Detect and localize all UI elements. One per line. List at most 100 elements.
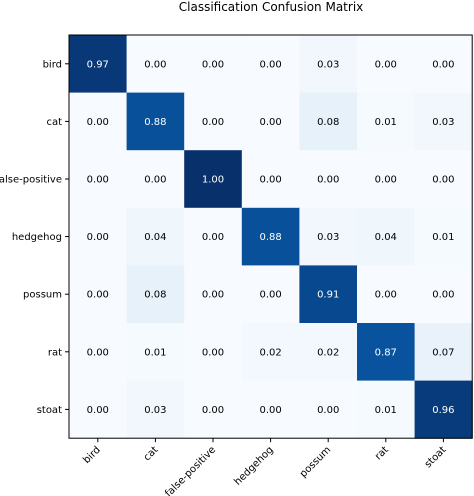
heatmap-cell <box>184 265 243 324</box>
cell-value-label: 0.88 <box>144 117 166 128</box>
heatmap-cell <box>184 380 243 439</box>
heatmap-cell <box>241 207 300 266</box>
heatmap-cell <box>69 35 128 94</box>
y-tick-label: stoat <box>37 405 62 416</box>
cell-value-label: 0.02 <box>259 347 281 358</box>
x-axis-ticks: bird cat false-positive hedgehog possum rat st… <box>81 438 449 496</box>
heatmap-cell <box>126 323 185 382</box>
heatmap-cell <box>69 323 128 382</box>
heatmap-cell <box>184 207 243 266</box>
heatmap-cell <box>184 150 243 209</box>
cell-value-label: 0.00 <box>87 117 109 128</box>
heatmap-cell <box>184 35 243 94</box>
heatmap-cell <box>69 207 128 266</box>
cell-value-label: 0.01 <box>432 232 454 243</box>
heatmap-cell <box>241 150 300 209</box>
heatmap-cell <box>126 265 185 324</box>
heatmap-cell <box>241 35 300 94</box>
y-tick-label: hedgehog <box>12 232 62 243</box>
cell-value-label: 0.00 <box>432 59 454 70</box>
heatmap-cell <box>414 380 473 439</box>
cell-value-label: 0.08 <box>144 290 166 301</box>
heatmap-cell <box>69 150 128 209</box>
y-tick-label: false-positive <box>0 175 62 186</box>
heatmap-cell <box>414 35 473 94</box>
x-tick-label: false-positive <box>163 445 218 496</box>
heatmap-cell <box>357 150 416 209</box>
heatmap-cell <box>299 35 358 94</box>
y-axis-ticks: bird cat false-positive hedgehog possum rat st… <box>0 59 69 416</box>
cell-value-label: 0.00 <box>202 290 224 301</box>
cell-value-label: 0.03 <box>144 405 166 416</box>
cell-value-label: 0.00 <box>144 59 166 70</box>
cell-value-label: 0.01 <box>144 347 166 358</box>
cell-value-label: 0.00 <box>259 175 281 186</box>
cell-value-label: 0.01 <box>375 117 397 128</box>
x-tick-label: possum <box>298 445 333 480</box>
cell-value-label: 0.00 <box>375 290 397 301</box>
cell-value-label: 0.88 <box>259 232 281 243</box>
y-tick-label: cat <box>46 117 62 128</box>
cell-value-label: 0.00 <box>317 405 339 416</box>
heatmap-cell <box>241 380 300 439</box>
heatmap-cell <box>357 35 416 94</box>
heatmap-cell <box>414 207 473 266</box>
cell-value-label: 0.01 <box>375 405 397 416</box>
heatmap-cell <box>357 380 416 439</box>
heatmap-cell <box>126 35 185 94</box>
cell-value-label: 0.00 <box>202 347 224 358</box>
cell-value-label: 0.97 <box>87 59 109 70</box>
heatmap-cell <box>69 92 128 151</box>
cell-value-label: 0.00 <box>202 117 224 128</box>
cell-value-label: 0.91 <box>317 290 339 301</box>
cell-value-label: 0.96 <box>432 405 454 416</box>
cell-value-label: 0.00 <box>87 232 109 243</box>
cell-value-label: 0.04 <box>375 232 397 243</box>
cell-value-label: 0.87 <box>375 347 397 358</box>
cell-value-label: 0.00 <box>259 405 281 416</box>
cell-value-label: 0.00 <box>375 175 397 186</box>
x-tick-label: stoat <box>423 444 449 470</box>
cell-value-label: 0.00 <box>317 175 339 186</box>
heatmap-cell <box>299 150 358 209</box>
cell-value-label: 0.07 <box>432 347 454 358</box>
heatmap-cell <box>69 380 128 439</box>
heatmap-cell <box>241 323 300 382</box>
y-tick-label: possum <box>23 290 62 301</box>
cell-value-label: 0.02 <box>317 347 339 358</box>
cell-value-label: 0.00 <box>87 347 109 358</box>
heatmap-cell <box>357 92 416 151</box>
cell-value-label: 0.00 <box>202 405 224 416</box>
cell-value-label: 0.03 <box>317 59 339 70</box>
heatmap-cell <box>126 92 185 151</box>
cell-value-label: 0.04 <box>144 232 166 243</box>
y-tick-label: rat <box>48 347 62 358</box>
x-tick-label: rat <box>373 444 391 462</box>
heatmap-cell <box>299 323 358 382</box>
cell-value-label: 0.00 <box>259 290 281 301</box>
cell-value-label: 0.03 <box>317 232 339 243</box>
cell-value-label: 0.00 <box>87 405 109 416</box>
heatmap-cell <box>69 265 128 324</box>
cell-value-label: 0.00 <box>432 290 454 301</box>
heatmap-cell <box>299 380 358 439</box>
heatmap-cell <box>357 207 416 266</box>
cell-value-label: 1.00 <box>202 175 224 186</box>
x-tick-label: bird <box>81 445 103 467</box>
x-tick-label: cat <box>142 444 161 463</box>
y-tick-label: bird <box>43 59 62 70</box>
cell-value-label: 0.03 <box>432 117 454 128</box>
cell-value-label: 0.00 <box>259 59 281 70</box>
x-tick-label: hedgehog <box>232 445 275 488</box>
heatmap-cell <box>299 265 358 324</box>
cell-value-label: 0.00 <box>432 175 454 186</box>
heatmap-cell <box>184 92 243 151</box>
cell-value-label: 0.00 <box>259 117 281 128</box>
heatmap-cell <box>241 265 300 324</box>
cell-value-label: 0.08 <box>317 117 339 128</box>
heatmap-cell <box>126 207 185 266</box>
heatmap-cell <box>241 92 300 151</box>
cell-value-label: 0.00 <box>202 59 224 70</box>
cell-value-label: 0.00 <box>87 290 109 301</box>
